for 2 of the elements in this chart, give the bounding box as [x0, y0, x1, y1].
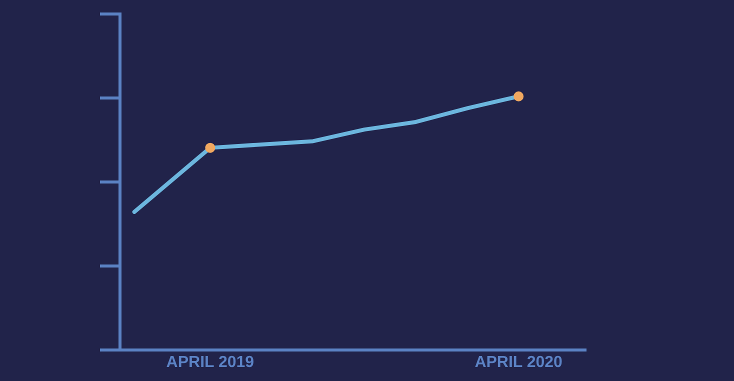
x-tick-label: APRIL 2020	[474, 354, 563, 371]
x-tick-label: APRIL 2019	[166, 354, 254, 371]
